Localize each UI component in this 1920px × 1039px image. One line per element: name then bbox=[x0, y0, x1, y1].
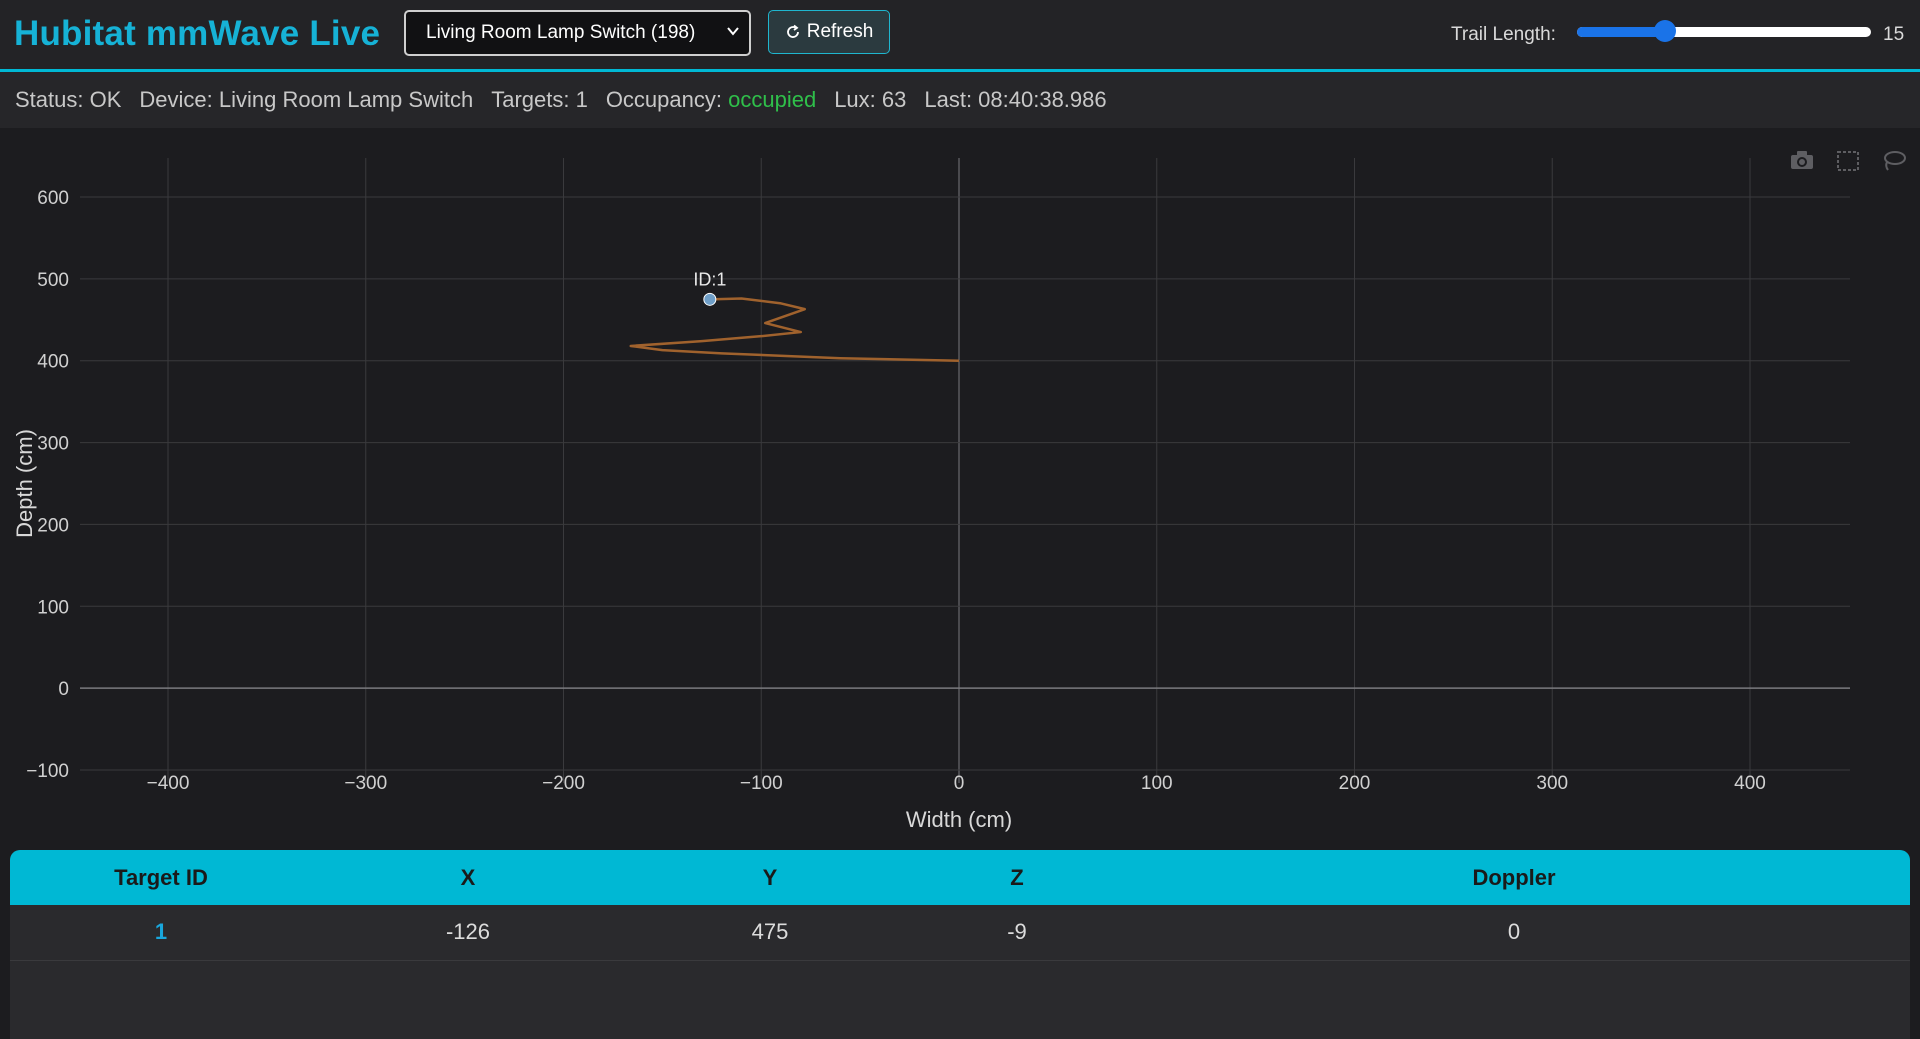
refresh-button[interactable]: Refresh bbox=[768, 10, 890, 54]
x-tick-label: −100 bbox=[740, 773, 783, 794]
trail-length-label: Trail Length: bbox=[1451, 24, 1556, 45]
x-tick-label: 300 bbox=[1536, 773, 1568, 794]
lux-text: Lux: 63 bbox=[834, 87, 907, 112]
top-bar: Hubitat mmWave Live Living Room Lamp Swi… bbox=[0, 0, 1920, 72]
x-tick-label: 0 bbox=[954, 773, 965, 794]
x-tick-label: −400 bbox=[147, 773, 190, 794]
targets-table: Target ID X Y Z Doppler 1 -126 475 -9 0 bbox=[10, 850, 1910, 1039]
trail-length-slider-thumb[interactable] bbox=[1654, 20, 1677, 42]
cell-y: 475 bbox=[751, 919, 789, 945]
col-doppler: Doppler bbox=[1472, 864, 1556, 890]
device-text: Device: Living Room Lamp Switch bbox=[139, 87, 474, 112]
radar-plot-svg[interactable]: −400 −300 −200 −100 0 100 200 300 400 −100 0 100 200… bbox=[0, 128, 1920, 838]
y-tick-label: 0 bbox=[58, 679, 69, 700]
trail-length-slider-fill bbox=[1577, 27, 1666, 37]
cell-x: -126 bbox=[445, 919, 491, 945]
col-z: Z bbox=[1010, 864, 1024, 890]
occupancy-label: Occupancy: bbox=[605, 87, 722, 112]
cell-z: -9 bbox=[1007, 919, 1027, 945]
col-target-id: Target ID bbox=[114, 864, 208, 890]
occupancy-value: occupied bbox=[728, 87, 817, 112]
lasso-select-icon[interactable] bbox=[1882, 150, 1906, 172]
y-tick-label: 300 bbox=[37, 434, 69, 455]
chart-modebar bbox=[1790, 150, 1906, 172]
device-select[interactable]: Living Room Lamp Switch (198) bbox=[404, 10, 751, 56]
target-label: ID:1 bbox=[693, 269, 726, 289]
x-tick-label: 100 bbox=[1141, 773, 1173, 794]
cell-target-id: 1 bbox=[154, 919, 168, 945]
chevron-down-icon bbox=[727, 27, 739, 36]
col-y: Y bbox=[762, 864, 778, 890]
targets-text: Targets: 1 bbox=[491, 87, 588, 112]
cell-doppler: 0 bbox=[1507, 919, 1521, 945]
table-row: 1 -126 475 -9 0 bbox=[10, 905, 1910, 960]
y-tick-label: 200 bbox=[37, 515, 69, 536]
y-tick-label: 400 bbox=[37, 352, 69, 373]
app-title: Hubitat mmWave Live bbox=[14, 14, 381, 53]
y-tick-label: −100 bbox=[26, 761, 69, 782]
x-tick-label: −300 bbox=[344, 773, 387, 794]
status-text: Status: OK bbox=[15, 87, 122, 112]
occupancy: Occupancy: occupied bbox=[606, 87, 816, 113]
last-update-text: Last: 08:40:38.986 bbox=[924, 87, 1107, 112]
trail-length-slider[interactable] bbox=[1577, 27, 1871, 37]
col-x: X bbox=[460, 864, 476, 890]
target-point bbox=[703, 292, 717, 306]
y-tick-label: 600 bbox=[37, 188, 69, 209]
y-axis-title: Depth (cm) bbox=[12, 429, 37, 538]
target-trail-line bbox=[629, 297, 960, 362]
refresh-label: Refresh bbox=[806, 21, 874, 42]
y-tick-label: 500 bbox=[37, 270, 69, 291]
x-tick-label: 200 bbox=[1339, 773, 1371, 794]
device-select-value: Living Room Lamp Switch (198) bbox=[426, 22, 696, 43]
trail-length-value: 15 bbox=[1883, 24, 1905, 45]
box-select-icon[interactable] bbox=[1836, 150, 1860, 172]
radar-chart[interactable]: −400 −300 −200 −100 0 100 200 300 400 −100 0 100 200… bbox=[0, 128, 1920, 838]
refresh-icon bbox=[786, 24, 799, 38]
status-bar: Status: OK Device: Living Room Lamp Swit… bbox=[0, 72, 1920, 128]
x-axis-title: Width (cm) bbox=[906, 807, 1012, 832]
table-header-row: Target ID X Y Z Doppler bbox=[10, 850, 1910, 905]
camera-icon[interactable] bbox=[1790, 150, 1814, 170]
x-tick-label: −200 bbox=[542, 773, 585, 794]
y-tick-label: 100 bbox=[37, 597, 69, 618]
x-tick-label: 400 bbox=[1734, 773, 1766, 794]
